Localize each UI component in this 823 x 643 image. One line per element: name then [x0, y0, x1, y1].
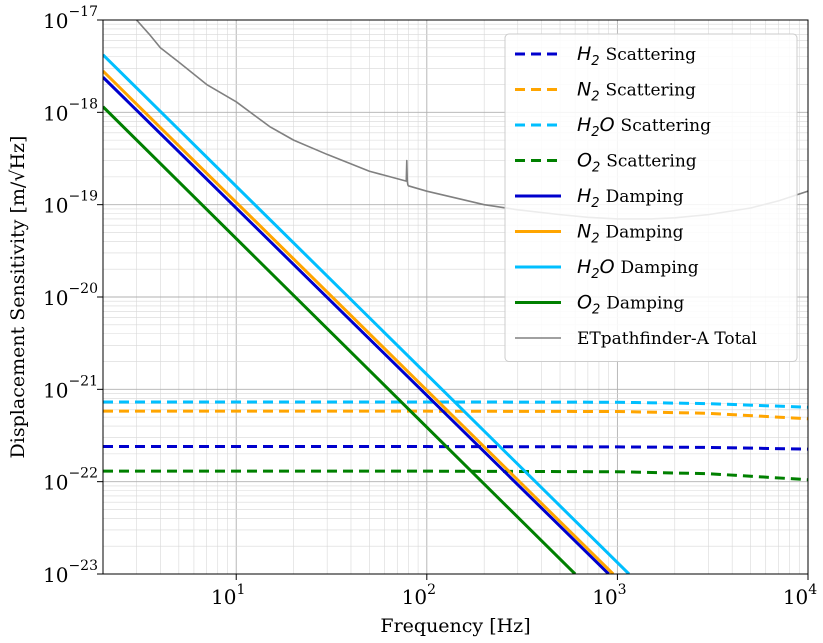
y-tick-label: 10−18: [43, 96, 98, 125]
legend-label-8: ETpathfinder-A Total: [577, 329, 757, 349]
y-tick-label: 10−19: [43, 189, 98, 218]
legend-label-0: H2 Scattering: [577, 43, 696, 69]
legend-label-1: N2 Scattering: [577, 79, 696, 105]
y-tick-label: 10−22: [43, 466, 98, 495]
plot-series: [103, 20, 808, 574]
legend-label-2: H2O Scattering: [577, 114, 711, 140]
y-tick-label: 10−23: [43, 558, 98, 587]
y-tick-label: 10−20: [43, 281, 98, 310]
legend: H2 Scattering N2 Scattering H2O Scattering O2 S…: [504, 33, 798, 362]
series-line-3: [103, 469, 808, 482]
legend-label-6: H2O Damping: [577, 256, 699, 282]
series-line-4: [103, 76, 610, 574]
x-axis-label: Frequency [Hz]: [380, 615, 530, 637]
legend-label-3: O2 Scattering: [577, 150, 697, 176]
legend-label-4: H2 Damping: [577, 185, 684, 211]
series-line-6: [103, 53, 631, 574]
y-tick-label: 10−17: [43, 4, 98, 33]
legend-label-5: N2 Damping: [577, 221, 684, 247]
x-tick-label: 101: [211, 582, 245, 609]
series-line-5: [103, 69, 615, 574]
series-line-2: [103, 400, 808, 409]
y-tick-label: 10−21: [43, 373, 98, 402]
series-line-7: [103, 105, 577, 574]
x-tick-label: 104: [783, 582, 817, 609]
legend-box: [504, 33, 798, 362]
legend-label-7: O2 Damping: [577, 292, 684, 318]
x-tick-label: 102: [402, 582, 436, 609]
grid: [102, 19, 809, 575]
y-axis-label: Displacement Sensitivity [m/√Hz]: [7, 136, 29, 459]
series-line-1: [103, 409, 808, 421]
series-line-0: [103, 445, 808, 451]
axis-ticks: 101 102 103 104 10−23 10−22 10−21 10−20 10−19 10−…: [43, 4, 817, 609]
x-tick-label: 103: [592, 582, 626, 609]
